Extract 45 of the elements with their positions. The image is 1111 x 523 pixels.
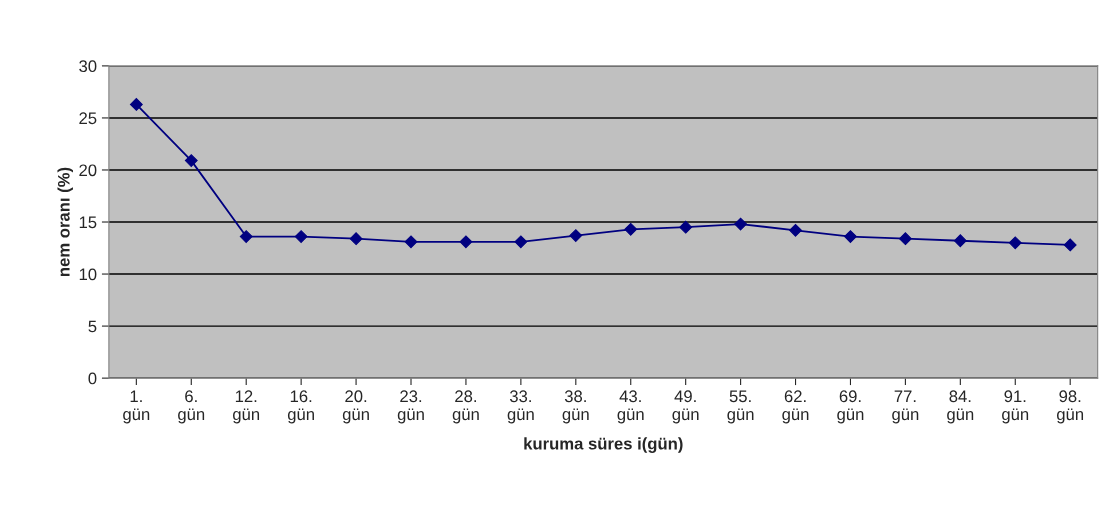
x-tick-label: 6. gün xyxy=(178,390,205,424)
x-tick-label: 28. gün xyxy=(452,390,479,424)
point xyxy=(898,232,912,246)
point xyxy=(679,220,693,234)
x-tick-label: 55. gün xyxy=(727,390,754,424)
point xyxy=(789,223,802,237)
y-tick-label: 5 xyxy=(88,320,97,333)
point xyxy=(1063,238,1077,252)
x-tick-label: 69. gün xyxy=(837,390,864,424)
point xyxy=(624,222,638,236)
point xyxy=(844,230,857,243)
y-tick-label: 20 xyxy=(79,164,97,177)
x-tick-label: 77. gün xyxy=(892,390,919,424)
point xyxy=(953,234,967,248)
x-tick-label: 16. gün xyxy=(287,390,314,424)
x-tick-label: 23. gün xyxy=(397,390,424,424)
y-tick-label: 15 xyxy=(79,216,97,229)
x-tick-label: 62. gün xyxy=(782,390,809,424)
point xyxy=(569,229,583,242)
x-tick-label: 49. gün xyxy=(672,390,699,424)
x-tick-label: 20. gün xyxy=(342,390,369,424)
x-tick-label: 38. gün xyxy=(562,390,589,424)
x-tick-label: 84. gün xyxy=(947,390,974,424)
point xyxy=(514,235,528,249)
point xyxy=(1008,236,1022,250)
point xyxy=(184,154,198,168)
x-tick-label: 43. gün xyxy=(617,390,644,424)
point xyxy=(404,235,418,249)
point xyxy=(734,217,748,231)
x-axis-title: kuruma süres i(gün) xyxy=(524,437,683,453)
x-tick-label: 91. gün xyxy=(1002,390,1029,424)
y-tick-label: 25 xyxy=(79,112,97,125)
y-tick-label: 30 xyxy=(79,60,97,73)
y-tick-label: 10 xyxy=(79,268,97,281)
y-axis-title: nem oranı (%) xyxy=(57,167,73,277)
x-tick-label: 12. gün xyxy=(233,390,260,424)
y-tick-label: 0 xyxy=(88,372,97,385)
x-tick-label: 33. gün xyxy=(507,390,534,424)
x-tick-label: 98. gün xyxy=(1057,390,1084,424)
x-tick-label: 1. gün xyxy=(123,390,150,424)
point xyxy=(349,232,363,246)
point xyxy=(294,230,308,243)
point xyxy=(459,235,473,249)
point xyxy=(239,230,253,243)
point xyxy=(129,97,143,111)
